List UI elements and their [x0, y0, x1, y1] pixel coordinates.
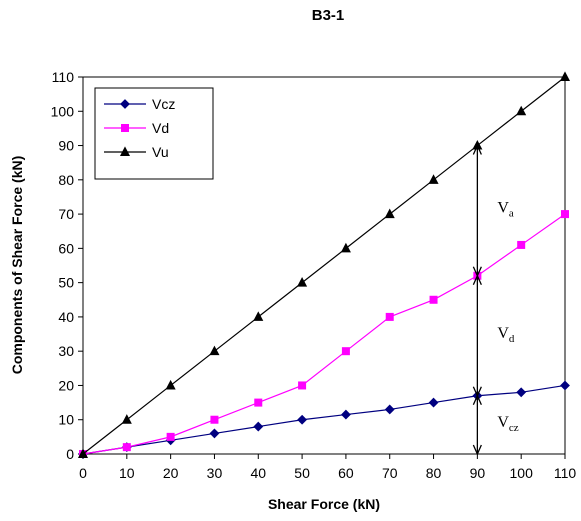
data-point-vu — [559, 71, 571, 81]
chart-title: B3-1 — [312, 7, 345, 24]
data-point-vcz — [516, 387, 527, 398]
x-axis: 0 10 20 30 40 50 60 70 80 90 100 110 — [79, 454, 576, 481]
series-line-vu — [82, 76, 566, 455]
data-point-vd — [298, 381, 307, 390]
x-tick-label: 40 — [250, 465, 266, 481]
x-tick-label: 50 — [294, 465, 310, 481]
legend-marker-vd — [121, 124, 129, 132]
data-point-vd — [341, 347, 350, 356]
data-point-vu — [516, 105, 527, 116]
annotation-label-cz: Vcz — [497, 414, 518, 434]
y-tick-label: 70 — [58, 206, 74, 222]
y-tick-label: 100 — [51, 103, 75, 119]
y-axis: 0 10 20 30 40 50 60 70 80 90 100 110 — [51, 69, 83, 462]
y-axis-title: Components of Shear Force (kN) — [9, 156, 25, 375]
data-point-vu — [121, 414, 132, 424]
data-point-vcz — [428, 397, 439, 408]
y-tick-label: 50 — [58, 275, 74, 291]
data-point-vd — [561, 210, 569, 219]
x-tick-label: 20 — [163, 465, 179, 481]
y-tick-label: 80 — [58, 172, 74, 188]
data-point-vu — [340, 242, 351, 253]
data-point-vu — [384, 208, 395, 219]
arrow-head — [472, 274, 482, 286]
annotation-label-d: Vd — [497, 325, 515, 345]
legend-item-vcz: Vcz — [104, 96, 175, 112]
x-tick-label: 80 — [426, 465, 442, 481]
series-vd — [79, 210, 569, 458]
x-tick-label: 70 — [382, 465, 398, 481]
data-point-vd — [210, 415, 219, 424]
data-point-vcz — [384, 404, 395, 415]
y-tick-label: 20 — [58, 377, 74, 393]
annotation-layer: Va Vd Vcz — [472, 143, 519, 456]
legend-item-vd: Vd — [104, 120, 169, 136]
legend-box — [94, 87, 214, 180]
legend: Vcz Vd Vu — [94, 87, 214, 180]
x-axis-title: Shear Force (kN) — [268, 496, 380, 512]
data-point-vd — [166, 432, 175, 441]
y-tick-label: 60 — [58, 240, 74, 256]
data-point-vcz — [341, 409, 351, 420]
data-point-vu — [165, 379, 176, 390]
y-tick-label: 0 — [66, 446, 74, 462]
x-tick-label: 100 — [510, 465, 534, 481]
legend-marker-vu — [119, 146, 131, 156]
x-tick-label: 90 — [470, 465, 486, 481]
x-tick-label: 0 — [79, 465, 87, 481]
x-tick-label: 110 — [554, 465, 577, 481]
legend-label-vcz: Vcz — [152, 96, 175, 112]
data-point-vu — [253, 311, 264, 321]
data-point-vu — [297, 277, 308, 287]
plot-area — [82, 76, 566, 455]
legend-label-vd: Vd — [152, 120, 169, 136]
arrow-head — [472, 143, 482, 155]
data-point-vcz — [560, 380, 570, 391]
y-tick-label: 10 — [58, 412, 74, 428]
x-tick-label: 60 — [338, 465, 354, 481]
data-point-vu — [209, 345, 220, 356]
arrow-head — [472, 394, 482, 406]
legend-marker-vcz — [120, 99, 130, 109]
series-line-vcz — [82, 384, 566, 455]
x-tick-label: 10 — [119, 465, 135, 481]
annotation-label-a: Va — [497, 200, 514, 220]
series-vu — [77, 71, 571, 458]
arrow-head — [472, 444, 482, 456]
legend-item-vu: Vu — [104, 144, 169, 160]
x-tick-label: 30 — [207, 465, 223, 481]
y-tick-label: 90 — [58, 138, 74, 154]
y-tick-label: 110 — [52, 69, 75, 85]
data-point-vd — [517, 240, 526, 249]
data-point-vd — [429, 295, 438, 304]
legend-label-vu: Vu — [152, 144, 169, 160]
data-point-vd — [385, 312, 394, 321]
series-vcz — [78, 380, 570, 459]
data-point-vu — [428, 174, 439, 184]
data-point-vcz — [209, 428, 220, 439]
data-point-vcz — [253, 421, 264, 432]
data-point-vd — [254, 398, 263, 407]
data-point-vcz — [297, 414, 307, 425]
y-tick-label: 40 — [58, 309, 74, 325]
data-point-vu — [77, 448, 89, 458]
series-line-vd — [82, 213, 566, 455]
data-point-vd — [122, 443, 131, 452]
y-tick-label: 30 — [58, 343, 74, 359]
